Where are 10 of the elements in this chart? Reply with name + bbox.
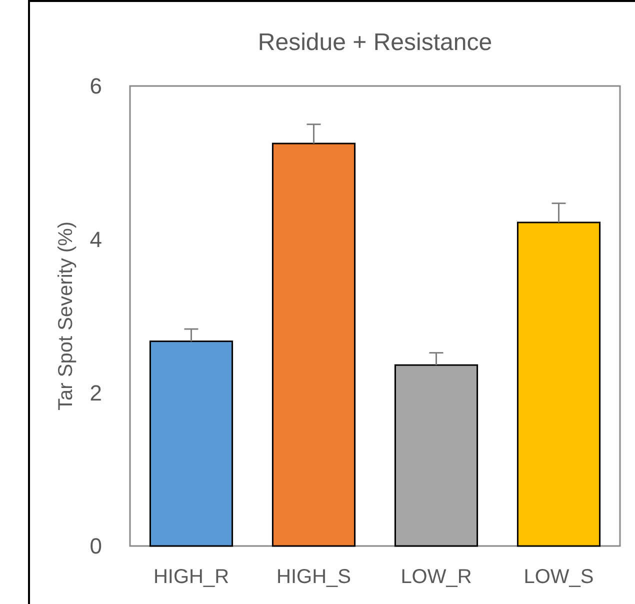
x-tick-label: LOW_S [524, 566, 594, 588]
y-tick-label: 6 [90, 74, 102, 99]
y-tick-label: 2 [90, 380, 102, 406]
y-tick-label: 4 [90, 227, 102, 252]
x-tick-label: HIGH_R [153, 566, 230, 588]
x-tick-label: LOW_R [400, 566, 472, 588]
y-axis-title: Tar Spot Severity (%) [55, 222, 77, 410]
y-tick-label: 0 [90, 534, 102, 559]
x-tick-label: HIGH_S [276, 566, 351, 588]
chart-title: Residue + Resistance [258, 29, 492, 56]
